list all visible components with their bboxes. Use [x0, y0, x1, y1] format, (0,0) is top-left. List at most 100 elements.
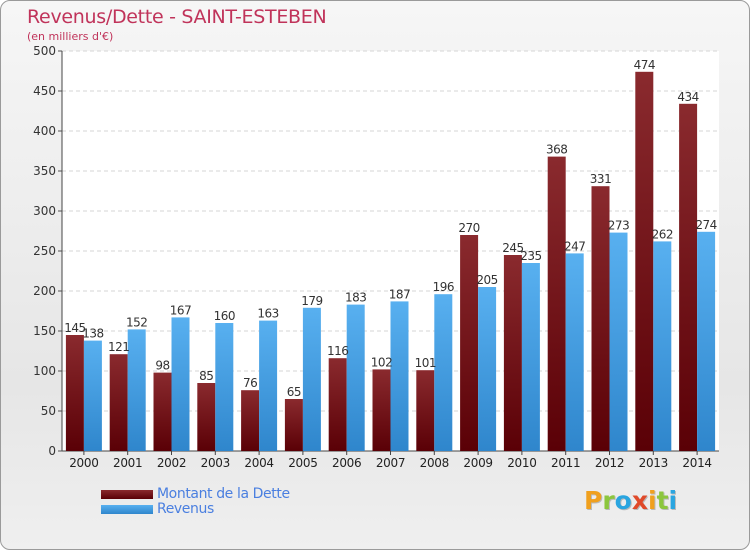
x-tick-label: 2005: [288, 456, 317, 470]
data-label: 187: [389, 287, 410, 301]
bar-dette: [460, 235, 479, 451]
logo-letter: t: [656, 486, 669, 515]
x-tick-label: 2014: [682, 456, 711, 470]
y-tick-label: 150: [33, 324, 56, 338]
data-label: 434: [677, 90, 698, 104]
x-tick-label: 2000: [69, 456, 98, 470]
data-label: 138: [82, 327, 103, 341]
bar-revenus: [697, 231, 716, 451]
data-label: 183: [345, 291, 366, 305]
data-label: 145: [64, 321, 85, 335]
data-label: 474: [634, 58, 655, 72]
data-label: 270: [458, 221, 479, 235]
y-tick-label: 200: [33, 284, 56, 298]
bar-dette: [284, 399, 303, 451]
bar-dette: [416, 370, 435, 451]
y-tick-label: 100: [33, 364, 56, 378]
logo-letter: i: [668, 486, 678, 515]
data-label: 121: [108, 340, 129, 354]
bar-revenus: [653, 241, 672, 451]
data-label: 76: [243, 376, 257, 390]
x-tick-label: 2011: [551, 456, 580, 470]
y-tick-label: 350: [33, 164, 56, 178]
data-label: 152: [126, 315, 147, 329]
y-tick-label: 250: [33, 244, 56, 258]
data-label: 167: [170, 303, 191, 317]
bar-revenus: [127, 329, 146, 451]
legend-swatch-revenus: [101, 505, 153, 514]
data-label: 102: [371, 355, 392, 369]
logo-letter: o: [614, 486, 632, 515]
data-label: 262: [652, 227, 673, 241]
bar-revenus: [565, 253, 584, 451]
bar-dette: [241, 390, 260, 451]
x-tick-label: 2002: [157, 456, 186, 470]
bar-revenus: [521, 263, 540, 451]
bar-dette: [591, 186, 610, 451]
y-tick-label: 500: [33, 44, 56, 58]
data-label: 368: [546, 143, 567, 157]
bar-revenus: [302, 307, 321, 451]
proxiti-logo: Proxiti: [584, 486, 677, 515]
legend-swatch-dette: [101, 490, 153, 499]
bar-revenus: [390, 301, 409, 451]
logo-letter: P: [584, 486, 603, 515]
legend-label-revenus: Revenus: [157, 501, 214, 517]
x-tick-label: 2008: [420, 456, 449, 470]
bar-revenus: [171, 317, 190, 451]
x-tick-label: 2007: [376, 456, 405, 470]
x-tick-label: 2009: [463, 456, 492, 470]
data-label: 245: [502, 241, 523, 255]
data-label: 116: [327, 344, 348, 358]
x-tick-label: 2004: [244, 456, 273, 470]
y-tick-label: 50: [41, 404, 56, 418]
data-label: 179: [301, 294, 322, 308]
x-tick-label: 2013: [639, 456, 668, 470]
legend-label-dette: Montant de la Dette: [157, 486, 290, 502]
data-label: 98: [155, 359, 169, 373]
data-label: 331: [590, 172, 611, 186]
data-label: 160: [214, 309, 235, 323]
data-label: 273: [608, 219, 629, 233]
data-label: 274: [695, 218, 716, 232]
bar-revenus: [259, 320, 278, 451]
bar-dette: [65, 335, 84, 451]
x-tick-label: 2001: [113, 456, 142, 470]
bar-dette: [635, 71, 654, 452]
x-tick-label: 2003: [201, 456, 230, 470]
data-label: 235: [520, 249, 541, 263]
bar-revenus: [478, 287, 497, 451]
bar-dette: [503, 255, 522, 451]
y-tick-label: 0: [48, 444, 56, 458]
data-label: 247: [564, 239, 585, 253]
logo-letter: x: [631, 486, 648, 515]
x-tick-label: 2010: [507, 456, 536, 470]
y-tick-label: 300: [33, 204, 56, 218]
bar-dette: [109, 354, 128, 451]
bar-dette: [153, 372, 172, 451]
y-tick-label: 400: [33, 124, 56, 138]
bar-revenus: [434, 294, 453, 451]
chart-subtitle: (en milliers d'€): [27, 30, 114, 43]
data-label: 101: [415, 356, 436, 370]
data-label: 65: [287, 385, 301, 399]
bar-dette: [679, 103, 698, 452]
x-tick-label: 2012: [595, 456, 624, 470]
chart-title: Revenus/Dette - SAINT-ESTEBEN: [27, 6, 327, 28]
bar-revenus: [215, 323, 234, 451]
bar-dette: [547, 156, 566, 451]
data-label: 205: [476, 273, 497, 287]
logo-letter: r: [602, 486, 615, 515]
data-label: 163: [257, 307, 278, 321]
y-tick-label: 450: [33, 84, 56, 98]
bar-dette: [372, 369, 391, 451]
bar-dette: [328, 358, 347, 451]
bar-revenus: [609, 232, 628, 451]
bar-dette: [197, 383, 216, 451]
data-label: 85: [199, 369, 213, 383]
bar-revenus: [83, 340, 102, 451]
bar-revenus: [346, 304, 365, 451]
data-label: 196: [433, 280, 454, 294]
